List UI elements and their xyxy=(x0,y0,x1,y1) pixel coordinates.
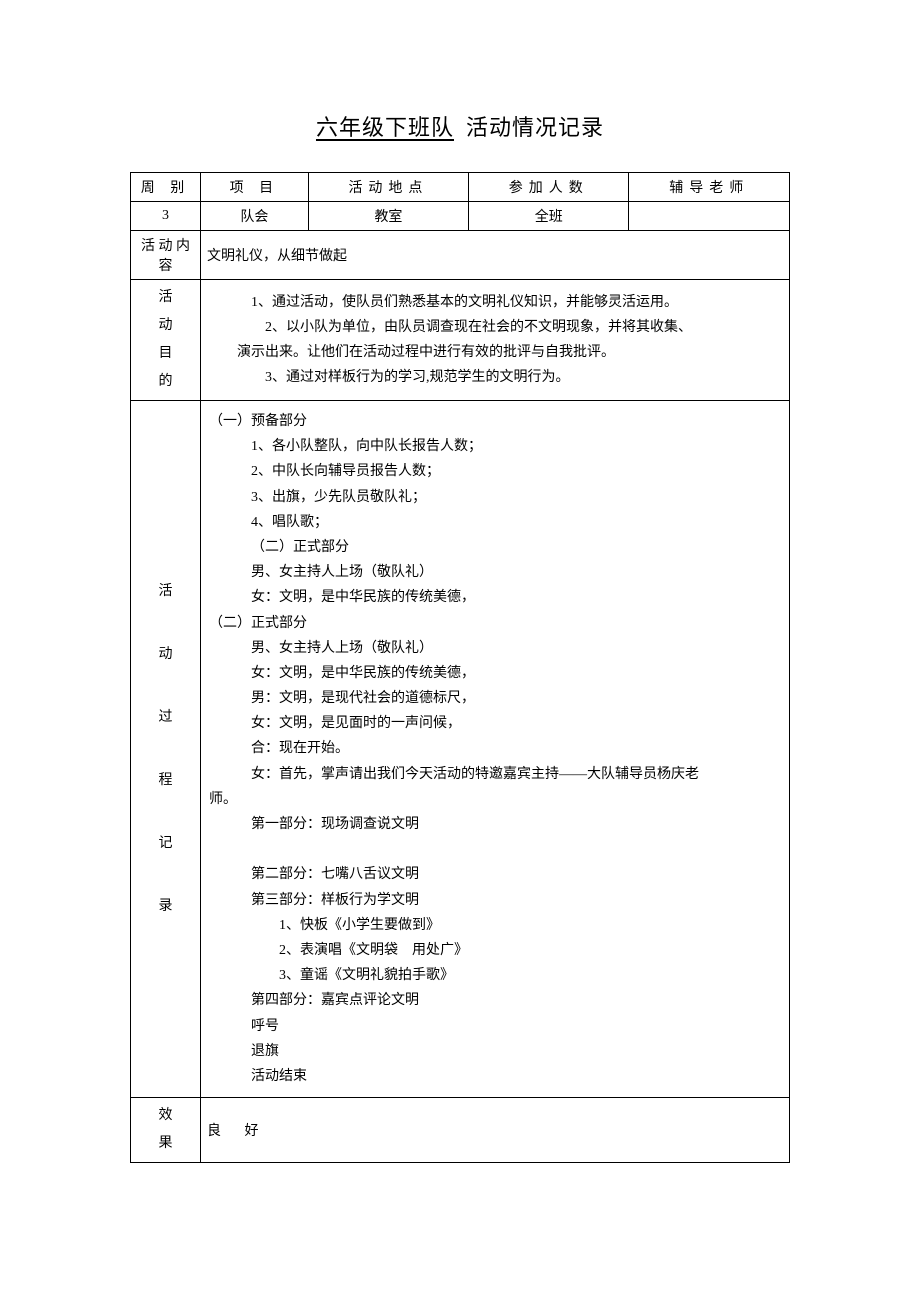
process-line-21: 2、表演唱《文明袋 用处广》 xyxy=(209,938,781,963)
cell-teacher xyxy=(629,202,790,231)
process-line-25: 退旗 xyxy=(209,1039,781,1064)
process-line-9: （二）正式部分 xyxy=(209,611,781,636)
label-effect: 效 果 xyxy=(131,1098,201,1163)
purpose-body: 1、通过活动，使队员们熟悉基本的文明礼仪知识，并能够灵活运用。 2、以小队为单位… xyxy=(207,286,783,395)
label-purpose-1: 活 xyxy=(137,284,194,312)
process-line-19: 第三部分：样板行为学文明 xyxy=(209,888,781,913)
purpose-row: 活 动 目 的 1、通过活动，使队员们熟悉基本的文明礼仪知识，并能够灵活运用。 … xyxy=(131,280,790,401)
purpose-line-1: 1、通过活动，使队员们熟悉基本的文明礼仪知识，并能够灵活运用。 xyxy=(209,290,781,315)
header-participants: 参加人数 xyxy=(469,173,629,202)
process-line-18: 第二部分：七嘴八舌议文明 xyxy=(209,862,781,887)
label-content-1: 活 动 xyxy=(141,239,173,254)
process-line-12: 男：文明，是现代社会的道德标尺， xyxy=(209,686,781,711)
header-project: 项 目 xyxy=(201,173,309,202)
label-purpose: 活 动 目 的 xyxy=(131,280,201,401)
cell-process: （一）预备部分 1、各小队整队，向中队长报告人数； 2、中队长向辅导员报告人数；… xyxy=(201,401,790,1098)
content-row: 活 动 内 容 文明礼仪，从细节做起 xyxy=(131,231,790,280)
cell-participants: 全班 xyxy=(469,202,629,231)
cell-purpose: 1、通过活动，使队员们熟悉基本的文明礼仪知识，并能够灵活运用。 2、以小队为单位… xyxy=(201,280,790,401)
label-process-5: 记 xyxy=(137,812,194,875)
label-content: 活 动 内 容 xyxy=(131,231,201,280)
cell-week: 3 xyxy=(131,202,201,231)
process-line-2: 1、各小队整队，向中队长报告人数； xyxy=(209,434,781,459)
document-title: 六年级下班队活动情况记录 xyxy=(130,110,790,142)
record-table: 周 别 项 目 活动地点 参加人数 辅导老师 3 队会 教室 全班 活 动 内 … xyxy=(130,172,790,1163)
purpose-line-2: 2、以小队为单位，由队员调查现在社会的不文明现象，并将其收集、 xyxy=(209,315,781,340)
process-line-16: 师。 xyxy=(209,787,781,812)
label-process-6: 录 xyxy=(137,875,194,938)
label-purpose-4: 的 xyxy=(137,368,194,396)
process-line-11: 女：文明，是中华民族的传统美德， xyxy=(209,661,781,686)
process-line-7: 男、女主持人上场（敬队礼） xyxy=(209,560,781,585)
effect-row: 效 果 良 好 xyxy=(131,1098,790,1163)
process-line-23: 第四部分：嘉宾点评论文明 xyxy=(209,988,781,1013)
process-row: 活 动 过 程 记 录 （一）预备部分 1、各小队整队，向中队长报告人数； 2、… xyxy=(131,401,790,1098)
label-purpose-2: 动 xyxy=(137,312,194,340)
header-location: 活动地点 xyxy=(308,173,468,202)
title-rest: 活动情况记录 xyxy=(466,115,604,140)
process-line-13: 女：文明，是见面时的一声问候， xyxy=(209,711,781,736)
process-line-5: 4、唱队歌； xyxy=(209,510,781,535)
label-effect-2: 果 xyxy=(137,1130,194,1158)
label-process-4: 程 xyxy=(137,749,194,812)
process-line-26: 活动结束 xyxy=(209,1064,781,1089)
process-line-15: 女：首先，掌声请出我们今天活动的特邀嘉宾主持——大队辅导员杨庆老 xyxy=(209,762,781,787)
cell-project: 队会 xyxy=(201,202,309,231)
title-underlined: 六年级下班队 xyxy=(316,115,454,140)
purpose-line-3: 演示出来。让他们在活动过程中进行有效的批评与自我批评。 xyxy=(209,340,781,365)
purpose-line-4: 3、通过对样板行为的学习,规范学生的文明行为。 xyxy=(209,365,781,390)
data-row-1: 3 队会 教室 全班 xyxy=(131,202,790,231)
label-process-3: 过 xyxy=(137,686,194,749)
process-line-17: 第一部分：现场调查说文明 xyxy=(209,812,781,837)
label-process-1: 活 xyxy=(137,560,194,623)
cell-topic: 文明礼仪，从细节做起 xyxy=(201,231,790,280)
process-line-20: 1、快板《小学生要做到》 xyxy=(209,913,781,938)
header-teacher: 辅导老师 xyxy=(629,173,790,202)
process-body: （一）预备部分 1、各小队整队，向中队长报告人数； 2、中队长向辅导员报告人数；… xyxy=(207,405,783,1093)
process-line-3: 2、中队长向辅导员报告人数； xyxy=(209,459,781,484)
label-process-2: 动 xyxy=(137,623,194,686)
process-line-14: 合：现在开始。 xyxy=(209,736,781,761)
label-effect-1: 效 xyxy=(137,1102,194,1130)
process-line-22: 3、童谣《文明礼貌拍手歌》 xyxy=(209,963,781,988)
header-week: 周 别 xyxy=(131,173,201,202)
process-line-4: 3、出旗，少先队员敬队礼； xyxy=(209,485,781,510)
process-line-6: （二）正式部分 xyxy=(209,535,781,560)
cell-location: 教室 xyxy=(308,202,468,231)
process-line-1: （一）预备部分 xyxy=(209,409,781,434)
header-row: 周 别 项 目 活动地点 参加人数 辅导老师 xyxy=(131,173,790,202)
process-line-10: 男、女主持人上场（敬队礼） xyxy=(209,636,781,661)
cell-effect: 良 好 xyxy=(201,1098,790,1163)
process-line-8: 女：文明，是中华民族的传统美德， xyxy=(209,585,781,610)
label-purpose-3: 目 xyxy=(137,340,194,368)
document-page: 六年级下班队活动情况记录 周 别 项 目 活动地点 参加人数 辅导老师 3 队会… xyxy=(0,0,920,1263)
label-process: 活 动 过 程 记 录 xyxy=(131,401,201,1098)
process-line-24: 呼号 xyxy=(209,1014,781,1039)
